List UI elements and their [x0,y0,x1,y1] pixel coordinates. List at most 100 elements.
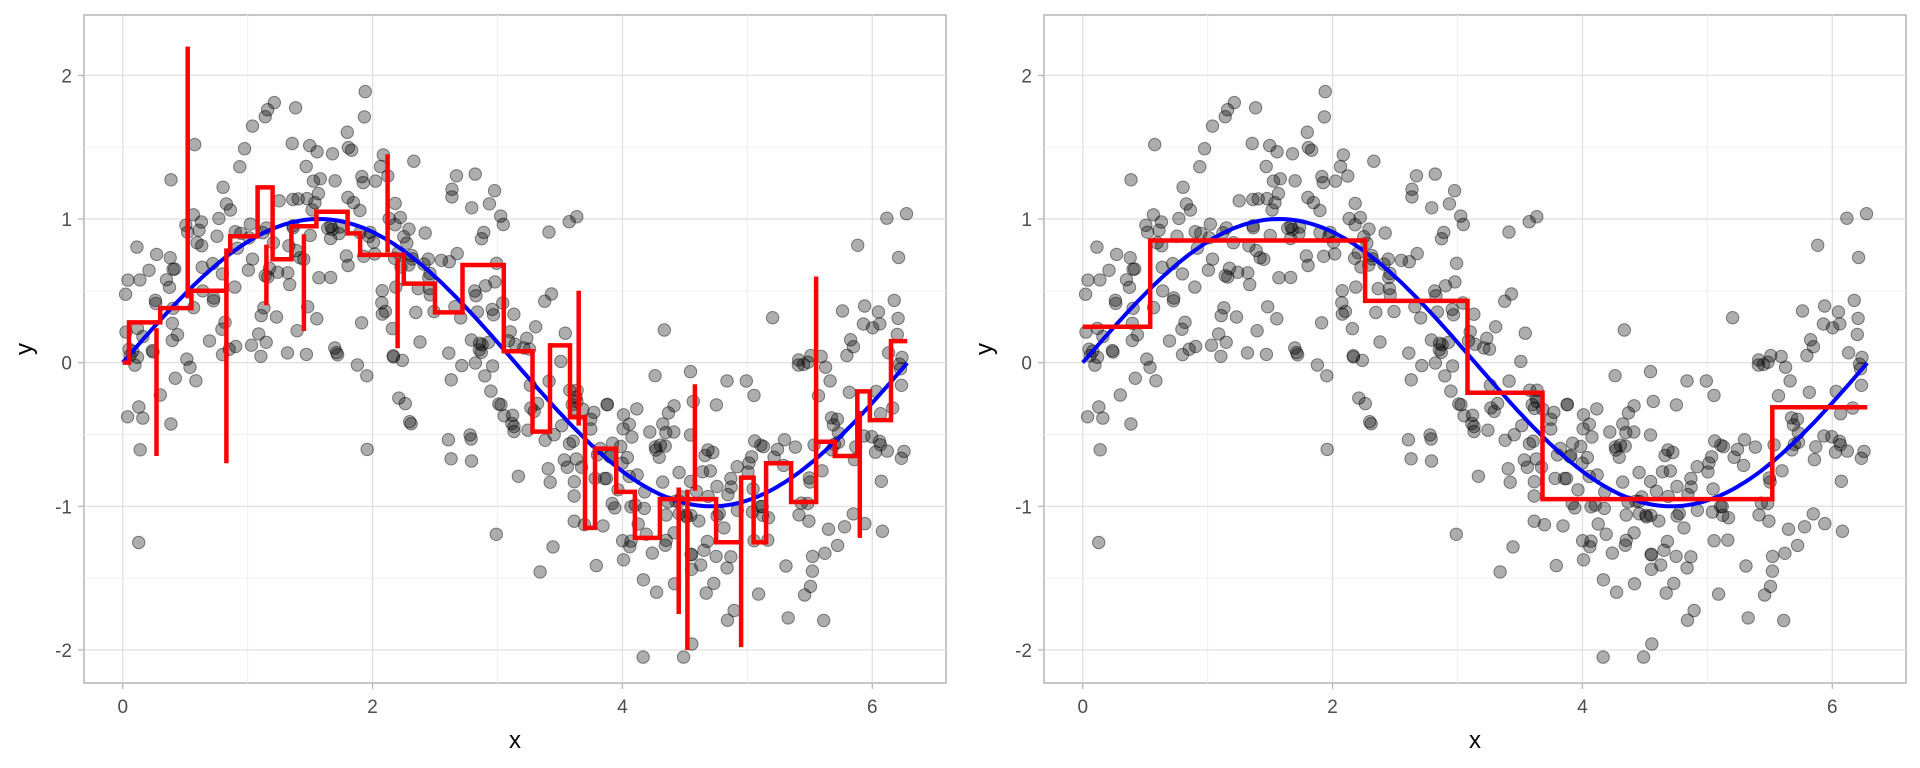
scatter-point [1113,388,1128,402]
scatter-point [899,207,914,221]
scatter-point [1721,511,1736,525]
scatter-point [620,450,634,465]
scatter-point [777,433,792,447]
scatter-point [742,456,756,470]
scatter-point [1609,585,1624,599]
scatter-point [887,293,901,308]
scatter-point [1537,518,1552,532]
scatter-point [1576,408,1591,422]
scatter-point [1428,356,1443,370]
scatter-point [323,231,338,246]
scatter-point [468,284,482,298]
scatter-point [1432,336,1447,350]
scatter-point [1560,397,1575,411]
scatter-point [739,374,753,388]
scatter-point [245,252,260,266]
scatter-point [1515,419,1529,433]
scatter-point [1741,611,1755,625]
scatter-point [444,452,458,466]
scatter-point [164,173,178,187]
scatter-point [1445,359,1460,373]
scatter-point [1175,347,1190,362]
scatter-point [1367,154,1381,168]
scatter-point [1106,345,1120,359]
scatter-point [1201,263,1216,277]
scatter-point [544,287,559,301]
scatter-point [720,374,734,388]
scatter-point [497,409,511,423]
scatter-point [508,337,522,351]
scatter-point [1317,110,1332,124]
scatter-point [344,143,359,157]
scatter-point [1442,197,1457,211]
scatter-point [560,460,574,474]
scatter-point [325,147,340,161]
scatter-point [1214,349,1228,363]
scatter-point [1335,307,1350,321]
scatter-point [1498,433,1512,447]
scatter-point [721,487,735,502]
scatter-point [132,400,146,414]
scatter-point [803,579,818,594]
scatter-point [1765,549,1780,564]
scatter-point [128,358,142,372]
scatter-point [1643,428,1658,442]
scatter-point [166,262,180,276]
scatter-point [1424,454,1439,468]
scatter-point [1619,508,1633,522]
scatter-point [1667,576,1681,591]
scatter-point [1394,253,1409,267]
scatter-point [843,333,858,347]
scatter-point [1447,184,1462,198]
scatter-point [1402,255,1417,269]
scatter-point [567,475,581,489]
scatter-point [1437,225,1451,240]
scatter-point [1221,270,1235,284]
scatter-point [1188,280,1202,294]
scatter-point [1721,533,1735,547]
scatter-point [1409,169,1424,183]
scatter-point [692,514,706,528]
scatter-point [195,260,209,274]
scatter-point [857,299,872,313]
scatter-point [818,360,833,374]
scatter-point [1140,225,1155,240]
scatter-point [484,384,498,398]
scatter-point [434,253,449,267]
scatter-point [652,450,666,464]
scatter-point [1446,308,1461,322]
scatter-point [1090,240,1104,254]
scatter-point [1576,553,1591,567]
scatter-point [330,348,345,362]
scatter-point [1401,433,1416,447]
scatter-point [1465,416,1479,431]
right-panel: 0 2 4 6 2 1 0 -1 -2 x y [971,14,1907,754]
scatter-point [329,345,344,360]
scatter-point [1803,333,1818,347]
scatter-point [159,273,174,287]
scatter-point [1109,247,1124,262]
scatter-point [180,352,194,366]
scatter-point [1318,84,1332,99]
scatter-point [1250,324,1264,338]
scatter-point [1404,373,1418,387]
scatter-point [1316,175,1330,190]
scatter-point [170,328,185,342]
step-fit-line [1082,238,1868,502]
scatter-point [243,217,258,231]
scatter-point [1259,159,1273,174]
scatter-point [464,454,479,468]
scatter-point [1816,317,1831,331]
scatter-point [1477,341,1491,355]
scatter-point [1646,394,1661,409]
scatter-point [1677,521,1691,535]
scatter-point [1482,342,1497,356]
scatter-point [1246,192,1260,207]
scatter-point [1855,350,1869,365]
scatter-point [1608,369,1622,383]
scatter-point [398,396,412,411]
scatter-point [216,180,230,194]
scatter-point [818,546,832,560]
scatter-point [1088,358,1102,372]
scatter-point [244,338,259,352]
